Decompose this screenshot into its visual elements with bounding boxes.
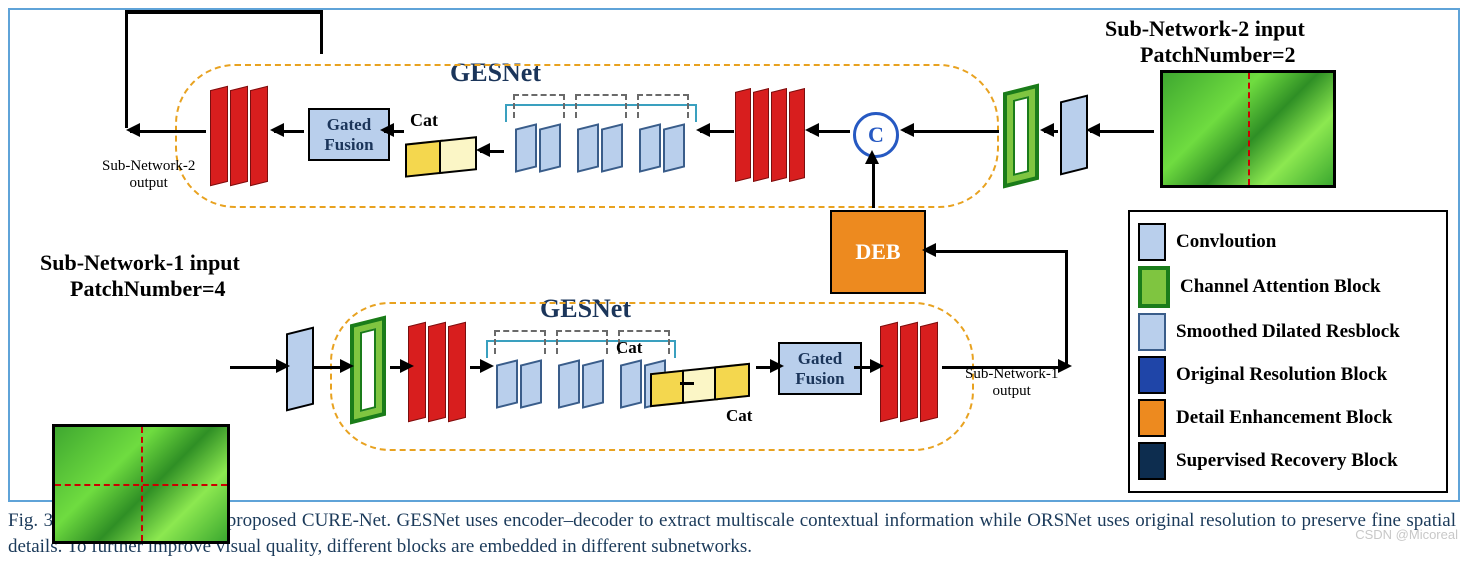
legend-box: Convloution Channel Attention Block Smoo…: [1128, 210, 1448, 493]
cab-block-top: [1003, 84, 1039, 189]
legend-item: Supervised Recovery Block: [1138, 442, 1438, 480]
subnet2-output-label: Sub-Network-2 output: [102, 158, 195, 192]
subnet1-input-label-2: PatchNumber=4: [70, 276, 226, 302]
cat-label-top: Cat: [410, 110, 438, 131]
subnet1-input-label-1: Sub-Network-1 input: [40, 250, 240, 276]
sdr-group-top: [505, 114, 695, 184]
legend-item: Convloution: [1138, 223, 1438, 261]
concat-symbol: C: [868, 122, 884, 148]
conv-block-bottom: [286, 327, 314, 412]
cat-cube-top: [405, 136, 475, 183]
subnet2-input-image: [1160, 70, 1336, 188]
conv-block-top: [1060, 95, 1088, 176]
gated-fusion-top: Gated Fusion: [308, 108, 390, 161]
legend-item: Detail Enhancement Block: [1138, 399, 1438, 437]
figure-number: Fig. 3.: [8, 510, 58, 531]
legend-item: Original Resolution Block: [1138, 356, 1438, 394]
watermark: CSDN @Micoreal: [1355, 527, 1458, 542]
subnet2-input-label-2: PatchNumber=2: [1140, 42, 1296, 68]
figure-frame: Sub-Network-2 input PatchNumber=2 GESNet…: [8, 8, 1460, 502]
subnet2-input-label-1: Sub-Network-2 input: [1105, 16, 1305, 42]
deb-block: DEB: [830, 210, 926, 294]
gated-fusion-bottom: Gated Fusion: [778, 342, 862, 395]
subnet1-output-label: Sub-Network-1 output: [965, 366, 1058, 400]
cab-block-bottom: [350, 316, 386, 425]
cat-label-bottom-2: Cat: [726, 406, 752, 426]
legend-item: Smoothed Dilated Resblock: [1138, 313, 1438, 351]
subnet1-input-image: [52, 424, 230, 544]
legend-item: Channel Attention Block: [1138, 266, 1438, 308]
sdr-group-bottom: [486, 350, 676, 420]
cat-label-bottom-1: Cat: [616, 338, 642, 358]
